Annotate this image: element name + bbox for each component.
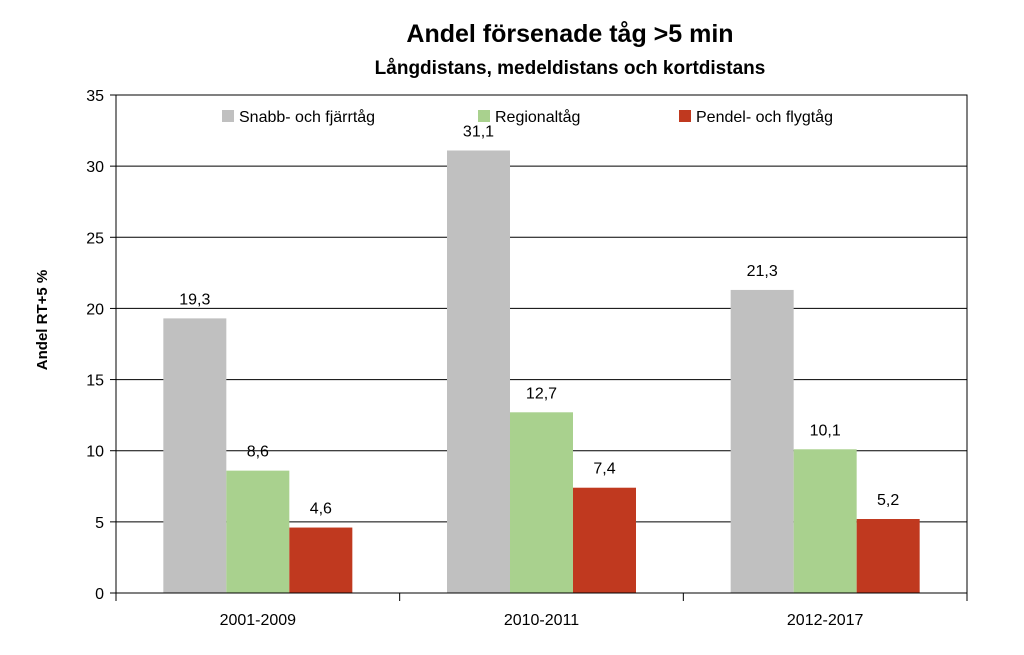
legend-swatch <box>478 110 490 122</box>
y-tick-label: 0 <box>95 586 104 603</box>
x-tick-label: 2010-2011 <box>504 612 579 629</box>
bar <box>793 449 857 593</box>
bar <box>163 318 227 593</box>
data-label: 19,3 <box>179 291 210 308</box>
bar <box>289 527 353 593</box>
y-tick-label: 5 <box>95 515 104 532</box>
y-tick-label: 20 <box>86 301 104 318</box>
data-label: 8,6 <box>247 444 269 461</box>
bar <box>573 487 636 593</box>
axes: 0 5 10 15 20 25 30 35 2001-2009 2010-2011 2012-201… <box>86 88 968 629</box>
legend-label: Pendel- och flygtåg <box>696 108 833 126</box>
data-label: 31,1 <box>463 123 494 140</box>
data-label: 21,3 <box>747 263 778 280</box>
legend-label: Snabb- och fjärrtåg <box>239 108 375 126</box>
x-tick-label: 2012-2017 <box>787 612 864 629</box>
y-tick-label: 25 <box>86 230 104 247</box>
bars <box>163 150 920 593</box>
data-label: 5,2 <box>877 492 899 509</box>
data-labels: 19,3 8,6 4,6 31,1 12,7 7,4 21,3 10,1 5,2 <box>179 123 899 517</box>
bar <box>856 519 920 593</box>
y-tick-label: 15 <box>86 373 104 390</box>
data-label: 7,4 <box>593 461 615 478</box>
y-tick-label: 35 <box>86 88 104 105</box>
bar <box>510 412 573 593</box>
data-label: 4,6 <box>310 501 332 518</box>
y-axis-label: Andel RT+5 % <box>34 270 51 370</box>
chart-title: Andel försenade tåg >5 min <box>406 20 734 48</box>
legend-swatch <box>222 110 234 122</box>
legend-label: Regionaltåg <box>495 108 580 126</box>
legend: Snabb- och fjärrtåg Regionaltåg Pendel- oc… <box>222 108 833 126</box>
chart-subtitle: Långdistans, medeldistans och kortdistan… <box>374 58 766 79</box>
bar <box>730 289 794 593</box>
bar <box>226 470 290 593</box>
y-tick-label: 10 <box>86 444 104 461</box>
data-label: 10,1 <box>810 422 841 439</box>
y-tick-label: 30 <box>86 159 104 176</box>
legend-swatch <box>679 110 691 122</box>
data-label: 12,7 <box>526 385 557 402</box>
bar <box>447 150 510 593</box>
x-tick-label: 2001-2009 <box>220 612 297 629</box>
